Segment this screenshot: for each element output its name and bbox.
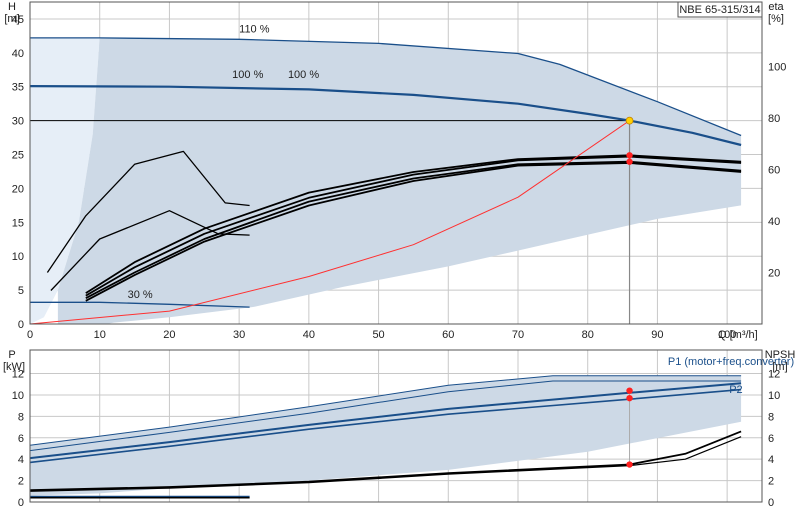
y2-axis-label: eta xyxy=(768,1,784,13)
y2-tick-label: 40 xyxy=(768,216,780,228)
series-eta_a xyxy=(50,210,250,291)
x-tick-label: 20 xyxy=(163,329,175,341)
title-box xyxy=(677,1,763,18)
x-tick-label: 40 xyxy=(303,329,315,341)
y2-tick-label: 12 xyxy=(768,369,780,381)
y-tick-label: 25 xyxy=(12,150,24,162)
y-tick-label: 8 xyxy=(18,411,24,423)
curve-label: 100 % xyxy=(288,69,319,81)
y-tick-label: 20 xyxy=(12,183,24,195)
x-tick-label: 10 xyxy=(94,329,106,341)
power-duty-point xyxy=(626,461,633,468)
plot-frame-top xyxy=(29,1,763,325)
x-tick-label: 60 xyxy=(442,329,454,341)
y2-tick-label: 80 xyxy=(768,113,780,125)
x-tick-label: 80 xyxy=(582,329,594,341)
y2-tick-label: 20 xyxy=(768,267,780,279)
series-eta2 xyxy=(85,155,742,297)
x-tick-label: 70 xyxy=(512,329,524,341)
series-h100 xyxy=(29,85,742,147)
y-tick-label: 0 xyxy=(18,319,24,331)
duty-point xyxy=(625,116,634,125)
series-p110_top xyxy=(29,375,742,446)
x-axis-label: Q [m³/h] xyxy=(718,329,758,341)
y-tick-label: 30 xyxy=(12,116,24,128)
y-tick-label: 5 xyxy=(18,285,24,297)
y-tick-label: 4 xyxy=(18,454,24,466)
series-h30 xyxy=(30,301,250,308)
y-tick-label: 10 xyxy=(12,251,24,263)
y-tick-label: 15 xyxy=(12,217,24,229)
power-duty-point xyxy=(626,387,633,394)
series-system xyxy=(29,120,630,325)
curve-label: 110 % xyxy=(239,24,270,36)
x-tick-label: 100 xyxy=(718,329,736,341)
curve-label: 100 % xyxy=(232,69,263,81)
power-npsh-panel: P1 (motor+freq.converter) P2 0 2 4 6 8 10 12 0 2 4 6… xyxy=(3,349,795,509)
chart-title: NBE 65-315/314 xyxy=(679,4,760,16)
series-npsh2 xyxy=(29,436,742,492)
y2-tick-label: 6 xyxy=(768,433,774,445)
y-tick-label: 35 xyxy=(12,82,24,94)
y-axis-unit: [m] xyxy=(4,13,19,25)
series-label: P2 xyxy=(729,384,742,396)
y-axis-label: H xyxy=(8,1,16,13)
series-p110_bot xyxy=(29,380,742,452)
y2-tick-label: 8 xyxy=(768,411,774,423)
power-duty-point xyxy=(626,394,633,402)
x-tick-label: 90 xyxy=(651,329,663,341)
x-tick-label: 50 xyxy=(372,329,384,341)
y-tick-label: 12 xyxy=(12,369,24,381)
y2-axis-label: NPSH xyxy=(765,349,796,361)
y-axis-unit: [kW] xyxy=(3,361,25,373)
y-tick-label: 0 xyxy=(18,497,24,509)
y-tick-label: 40 xyxy=(12,48,24,60)
series-eta3 xyxy=(85,160,742,299)
series-p2_100 xyxy=(29,388,742,464)
series-h110 xyxy=(30,37,742,137)
y2-axis-unit: [%] xyxy=(768,13,784,25)
y2-tick-label: 0 xyxy=(768,497,774,509)
series-npsh1 xyxy=(29,430,742,492)
y-tick-label: 10 xyxy=(12,390,24,402)
y2-tick-label: 100 xyxy=(768,61,786,73)
operating-area-light xyxy=(30,37,100,325)
x-tick-label: 30 xyxy=(233,329,245,341)
y-tick-label: 6 xyxy=(18,433,24,445)
eta-duty-point xyxy=(626,158,633,165)
eta-duty-point xyxy=(626,152,633,159)
series-eta4 xyxy=(85,162,742,302)
y2-tick-label: 2 xyxy=(768,476,774,488)
series-label: P1 (motor+freq.converter) xyxy=(668,356,794,368)
y-tick-label: 45 xyxy=(12,14,24,26)
series-eta1 xyxy=(85,154,742,294)
x-tick-label: 0 xyxy=(27,329,33,341)
y2-tick-label: 10 xyxy=(768,390,780,402)
y-axis-label: P xyxy=(8,349,15,361)
head-efficiency-panel: 110 %100 % 100 %30 %0 10 20 30 40 50 60 70 80 90 10… xyxy=(4,1,786,341)
curve-label: 30 % xyxy=(128,289,153,301)
y-tick-label: 2 xyxy=(18,476,24,488)
series-p1_100 xyxy=(29,382,742,460)
plot-frame-bottom xyxy=(29,349,763,503)
y2-tick-label: 4 xyxy=(768,454,774,466)
y2-tick-label: 60 xyxy=(768,164,780,176)
y2-axis-unit: [m] xyxy=(772,361,787,373)
power-area xyxy=(30,375,742,496)
series-eta_b xyxy=(46,150,250,273)
